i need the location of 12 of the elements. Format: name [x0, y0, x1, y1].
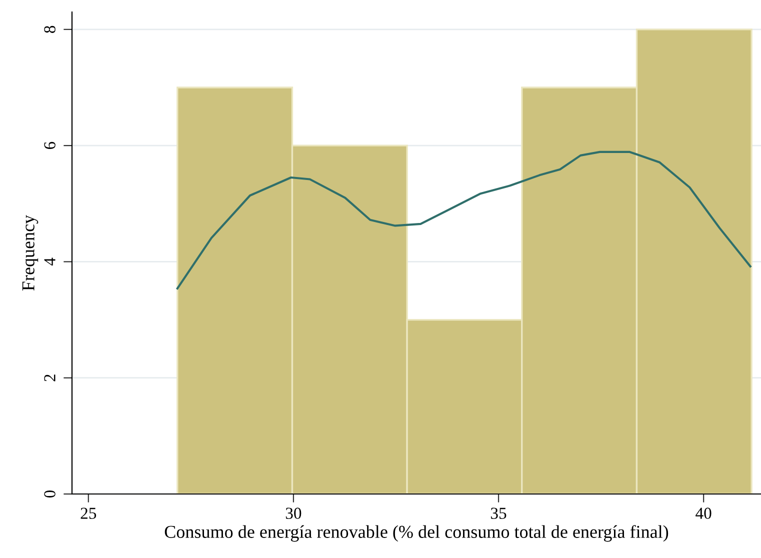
y-axis-title: Frequency [22, 214, 38, 291]
x-tick-label: 25 [80, 508, 96, 519]
y-tick-label: 2 [44, 374, 56, 382]
y-tick-label: 6 [44, 142, 56, 150]
x-tick-label: 40 [696, 508, 712, 519]
y-tick-label: 4 [44, 258, 56, 266]
x-tick-label: 30 [286, 508, 302, 519]
y-tick-label: 8 [44, 26, 56, 33]
x-axis-title: Consumo de energía renovable (% del consumo total de energía final) [164, 525, 668, 542]
line-series [176, 150, 752, 290]
x-tick-label: 35 [490, 508, 506, 519]
y-tick-label: 0 [44, 490, 56, 498]
